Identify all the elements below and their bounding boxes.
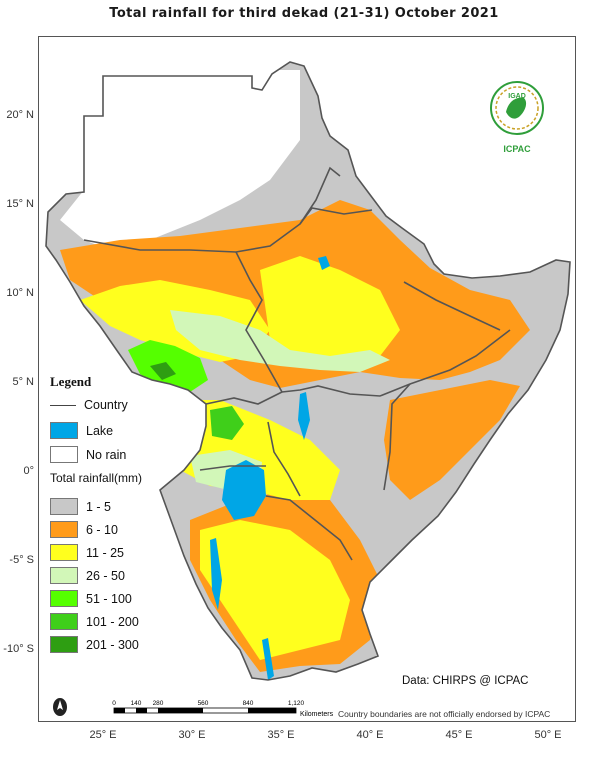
north-arrow-icon: [53, 698, 67, 716]
class-swatch: [50, 498, 78, 515]
rain-11-25-central: [260, 256, 400, 366]
legend-no-rain: No rain: [50, 446, 126, 463]
legend: Legend Country Lake No rain Total rainfa…: [50, 374, 180, 653]
lat-tick-label: -5° S: [9, 554, 34, 566]
legend-country-label: Country: [84, 398, 128, 412]
class-label: 51 - 100: [86, 591, 132, 606]
lat-tick-label: 20° N: [6, 109, 34, 121]
class-swatch: [50, 544, 78, 561]
scale-tick-label: 280: [153, 700, 164, 707]
legend-no-rain-label: No rain: [86, 447, 127, 462]
igad-icpac-logo: IGAD ICPAC: [490, 81, 544, 154]
lake-turkana: [298, 392, 310, 440]
lake-tana: [318, 256, 330, 270]
scale-tick-label: 0: [112, 700, 116, 707]
class-swatch: [50, 613, 78, 630]
legend-lake: Lake: [50, 422, 113, 439]
lon-tick-label: 25° E: [89, 729, 117, 741]
svg-text:IGAD: IGAD: [508, 93, 526, 100]
scale-tick-label: 560: [198, 700, 209, 707]
lake-swatch: [50, 422, 78, 439]
lon-tick-label: 35° E: [267, 729, 295, 741]
legend-class-row: 26 - 50: [50, 567, 125, 584]
scale-bar: 0 140 280 560 840 1,120 Kilometers: [112, 700, 334, 718]
rain-6-10-east: [384, 380, 520, 500]
no-rain-swatch: [50, 446, 78, 463]
class-label: 6 - 10: [86, 522, 118, 537]
lon-tick-label: 40° E: [356, 729, 384, 741]
scale-tick-label: 140: [131, 700, 142, 707]
rain-11-25-south: [200, 520, 350, 660]
lat-tick-label: 10° N: [6, 287, 34, 299]
country-line-swatch: [50, 404, 76, 406]
legend-class-row: 51 - 100: [50, 590, 132, 607]
lon-tick-label: 30° E: [178, 729, 206, 741]
legend-lake-label: Lake: [86, 423, 114, 438]
map-title: Total rainfall for third dekad (21-31) O…: [109, 6, 499, 21]
rain-101-200: [210, 406, 244, 440]
lat-tick-label: 15° N: [6, 198, 34, 210]
country-boundaries: [83, 166, 511, 561]
no-rain-area: [60, 70, 300, 250]
scale-tick-label: 1,120: [288, 700, 305, 707]
class-swatch: [50, 590, 78, 607]
lat-tick-label: 0°: [23, 465, 34, 477]
class-label: 1 - 5: [86, 499, 112, 514]
scale-tick-label: 840: [243, 700, 254, 707]
class-label: 101 - 200: [86, 614, 139, 629]
legend-title: Legend: [50, 374, 92, 389]
legend-country: Country: [50, 398, 128, 412]
lon-tick-label: 50° E: [534, 729, 562, 741]
rain-101-200-b: [150, 362, 176, 380]
lake-malawi: [262, 638, 274, 680]
rain-26-50: [170, 310, 390, 372]
disclaimer: Country boundaries are not officially en…: [338, 709, 551, 719]
lon-tick-label: 45° E: [445, 729, 473, 741]
class-swatch: [50, 521, 78, 538]
lake-tanganyika: [210, 538, 222, 610]
legend-class-row: 101 - 200: [50, 613, 139, 630]
lat-tick-label: 5° N: [12, 376, 34, 388]
legend-class-row: 1 - 5: [50, 498, 111, 515]
svg-text:ICPAC: ICPAC: [503, 144, 531, 154]
legend-class-row: 201 - 300: [50, 636, 139, 653]
lat-tick-label: -10° S: [3, 643, 34, 655]
data-credit: Data: CHIRPS @ ICPAC: [402, 675, 529, 687]
class-swatch: [50, 567, 78, 584]
legend-rainfall-title: Total rainfall(mm): [50, 471, 143, 485]
legend-class-row: 6 - 10: [50, 521, 118, 538]
class-label: 201 - 300: [86, 637, 139, 652]
scale-unit: Kilometers: [300, 711, 334, 718]
lake-victoria: [222, 460, 266, 520]
class-label: 26 - 50: [86, 568, 125, 583]
class-swatch: [50, 636, 78, 653]
legend-class-row: 11 - 25: [50, 544, 124, 561]
class-label: 11 - 25: [86, 545, 124, 560]
